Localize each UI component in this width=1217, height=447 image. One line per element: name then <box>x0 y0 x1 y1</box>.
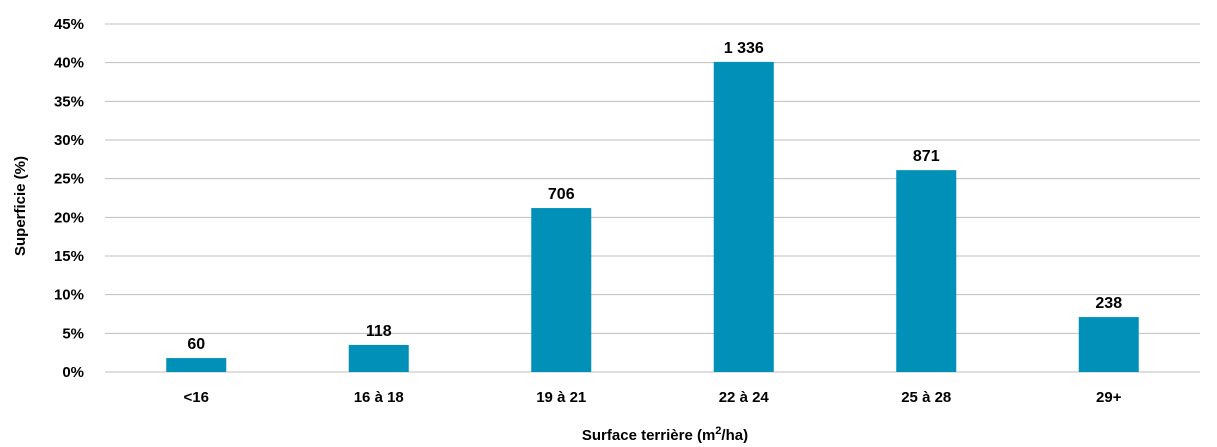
data-label: 118 <box>366 323 392 340</box>
y-tick-label: 35% <box>54 93 84 110</box>
y-tick-label: 10% <box>54 287 84 304</box>
bar <box>166 358 227 372</box>
x-axis-ticks: <16 16 à 18 19 à 21 22 à 24 25 à 28 29+ <box>184 389 1122 406</box>
x-axis-title: Surface terrière (m2/ha) <box>582 425 748 444</box>
y-tick-label: 30% <box>54 132 84 149</box>
data-label: 871 <box>913 148 940 165</box>
bar <box>531 208 592 372</box>
y-tick-label: 20% <box>54 209 84 226</box>
bar <box>896 170 957 372</box>
x-tick-label: 16 à 18 <box>354 389 404 406</box>
data-label: 706 <box>548 186 575 203</box>
bars <box>166 61 1139 372</box>
y-axis-ticks: 0% 5% 10% 15% 20% 25% 30% 35% 40% 45% <box>54 16 84 381</box>
y-axis-title: Superficie (%) <box>12 156 29 256</box>
y-tick-label: 45% <box>54 16 84 33</box>
y-tick-label: 5% <box>62 325 84 342</box>
y-tick-label: 25% <box>54 171 84 188</box>
y-tick-label: 0% <box>62 364 84 381</box>
x-tick-label: 22 à 24 <box>719 389 770 406</box>
y-tick-label: 15% <box>54 248 84 265</box>
x-tick-label: <16 <box>184 389 209 406</box>
data-labels: 60 118 706 1 336 871 238 <box>187 40 1122 353</box>
data-label: 238 <box>1095 295 1122 312</box>
x-axis-title-main: Surface terrière (m <box>582 427 715 444</box>
y-tick-label: 40% <box>54 55 84 72</box>
data-label: 60 <box>187 336 205 353</box>
bar <box>713 61 774 372</box>
gridlines <box>105 23 1200 373</box>
x-tick-label: 29+ <box>1096 389 1122 406</box>
data-label: 1 336 <box>724 40 764 57</box>
bar <box>1078 317 1139 372</box>
bar <box>348 344 409 372</box>
x-axis-title-superscript: 2 <box>715 425 721 437</box>
x-axis-title-end: /ha) <box>721 427 748 444</box>
x-tick-label: 25 à 28 <box>901 389 951 406</box>
x-tick-label: 19 à 21 <box>536 389 586 406</box>
